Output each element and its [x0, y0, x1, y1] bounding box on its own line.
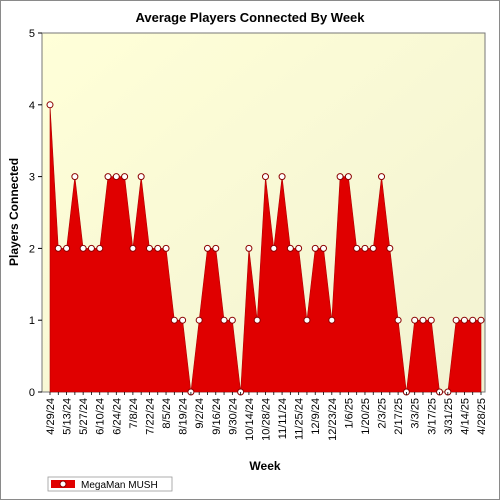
y-tick-label: 0 — [29, 387, 35, 399]
data-point — [137, 173, 145, 181]
data-point — [394, 316, 402, 324]
legend-marker — [59, 480, 67, 488]
x-tick-label: 1/20/25 — [360, 398, 372, 435]
y-axis-label: Players Connected — [7, 158, 21, 266]
x-tick-label: 9/30/24 — [227, 398, 239, 435]
data-point — [469, 316, 477, 324]
legend-label: MegaMan MUSH — [81, 480, 158, 491]
data-point — [262, 173, 269, 181]
data-point — [245, 244, 253, 252]
data-point — [361, 244, 369, 252]
data-point — [104, 173, 112, 181]
chart-title: Average Players Connected By Week — [135, 10, 365, 25]
x-tick-label: 7/8/24 — [128, 398, 140, 429]
data-point — [378, 173, 386, 181]
data-point — [353, 244, 361, 252]
x-tick-label: 8/19/24 — [178, 398, 190, 435]
data-point — [278, 173, 286, 181]
x-tick-label: 2/17/25 — [393, 398, 405, 435]
y-tick-label: 3 — [29, 172, 35, 184]
data-point — [96, 244, 104, 252]
x-tick-label: 3/31/25 — [443, 398, 455, 435]
data-point — [112, 173, 120, 181]
x-axis: 4/29/24 5/13/24 5/27/24 6/10/24 6/24/24 7/8/2… — [45, 392, 488, 441]
data-point — [460, 316, 468, 324]
data-point — [295, 244, 303, 252]
data-point — [46, 101, 54, 109]
x-tick-label: 3/3/25 — [410, 398, 422, 429]
data-point — [270, 244, 278, 252]
x-tick-label: 7/22/24 — [144, 398, 156, 435]
x-tick-label: 4/14/25 — [459, 398, 471, 435]
data-point — [477, 316, 485, 324]
data-point — [228, 316, 236, 324]
data-point — [320, 244, 328, 252]
y-tick-label: 1 — [29, 315, 35, 327]
data-point — [54, 244, 62, 252]
x-tick-label: 11/11/24 — [277, 398, 289, 439]
x-tick-label: 12/23/24 — [327, 398, 339, 441]
data-point — [419, 316, 427, 324]
data-point — [386, 244, 394, 252]
data-point — [203, 244, 211, 252]
x-tick-label: 10/14/24 — [244, 398, 256, 441]
data-point — [145, 244, 153, 252]
data-point — [253, 316, 261, 324]
data-point — [369, 244, 377, 252]
data-point — [79, 244, 87, 252]
x-tick-label: 6/10/24 — [95, 398, 107, 435]
data-point — [129, 244, 137, 252]
data-point — [87, 244, 95, 252]
data-point — [170, 316, 178, 324]
data-point — [427, 316, 435, 324]
legend-box — [47, 476, 173, 492]
x-tick-label: 5/13/24 — [62, 398, 74, 435]
legend: MegaMan MUSH — [47, 476, 173, 492]
data-point — [179, 316, 187, 324]
data-point — [195, 316, 203, 324]
series-marker-layer — [46, 101, 485, 396]
data-point — [336, 173, 344, 181]
x-tick-label: 8/5/24 — [161, 398, 173, 429]
data-point — [452, 316, 460, 324]
x-tick-label: 9/16/24 — [211, 398, 223, 435]
y-tick-label: 4 — [29, 100, 35, 112]
x-tick-label: 3/17/25 — [426, 398, 438, 435]
data-point — [212, 244, 220, 252]
data-point — [328, 316, 336, 324]
x-tick-label: 6/24/24 — [111, 398, 123, 435]
x-tick-label: 5/27/24 — [78, 398, 90, 435]
x-tick-label: 1/6/25 — [343, 398, 355, 429]
y-axis: 0 1 2 3 4 5 — [29, 28, 42, 399]
data-point — [303, 316, 311, 324]
x-tick-label: 11/25/24 — [294, 398, 306, 440]
data-point — [411, 316, 419, 324]
y-tick-label: 5 — [29, 28, 35, 40]
y-tick-label: 2 — [29, 243, 35, 255]
x-tick-label: 4/28/25 — [476, 398, 488, 435]
data-point — [311, 244, 319, 252]
data-point — [286, 244, 294, 252]
x-tick-label: 2/3/25 — [377, 398, 389, 429]
data-point — [121, 173, 129, 181]
data-point — [162, 244, 170, 252]
x-tick-label: 9/2/24 — [194, 398, 206, 429]
data-point — [63, 244, 71, 252]
x-tick-label: 10/28/24 — [261, 398, 273, 441]
x-tick-label: 12/9/24 — [310, 398, 322, 435]
x-axis-label: Week — [249, 459, 280, 473]
data-point — [71, 173, 79, 181]
data-point — [344, 173, 352, 181]
data-point — [220, 316, 228, 324]
x-tick-label: 4/29/24 — [45, 398, 57, 435]
data-point — [154, 244, 162, 252]
